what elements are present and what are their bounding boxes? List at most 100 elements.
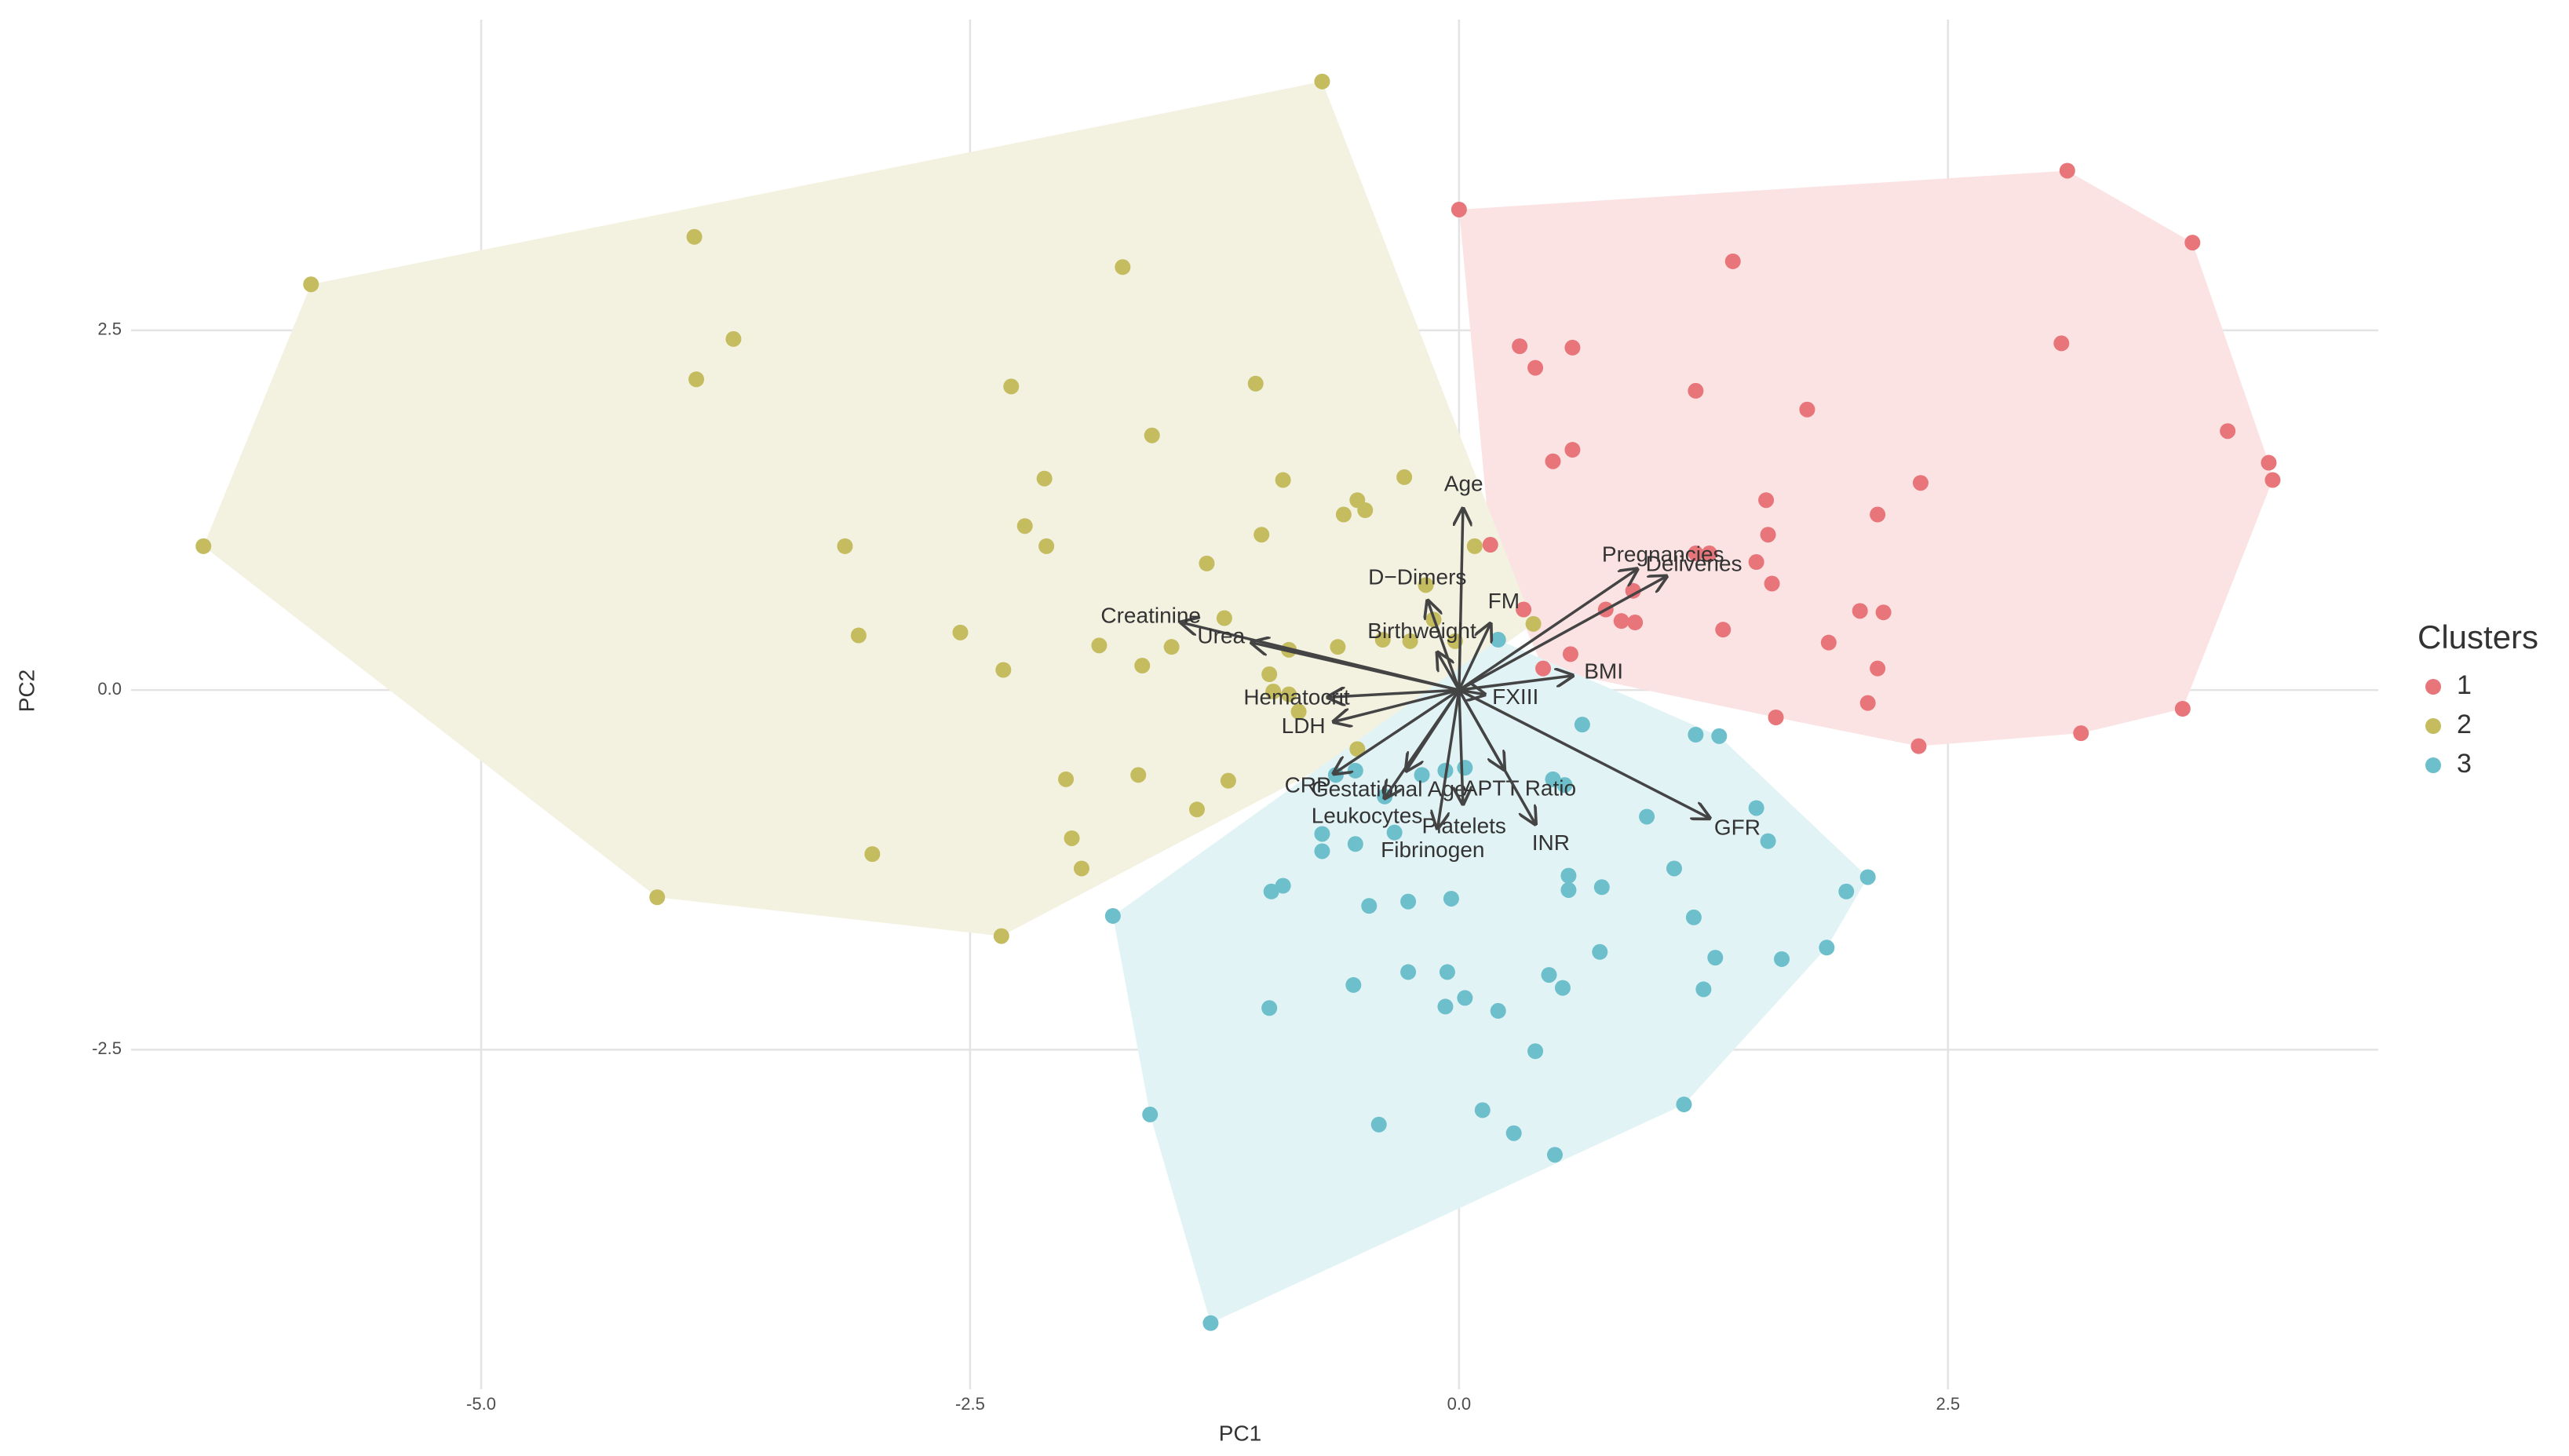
loading-arrow bbox=[1459, 690, 1463, 804]
point bbox=[1819, 940, 1835, 956]
point bbox=[1016, 518, 1033, 535]
point bbox=[1457, 990, 1473, 1006]
point bbox=[1852, 603, 1868, 619]
point bbox=[688, 371, 705, 388]
point bbox=[1870, 660, 1886, 677]
point bbox=[1724, 253, 1741, 269]
loading-label: Age bbox=[1444, 472, 1483, 496]
point bbox=[995, 662, 1012, 678]
point bbox=[1564, 442, 1581, 458]
point bbox=[1666, 860, 1682, 877]
point bbox=[1639, 808, 1655, 825]
point bbox=[1247, 375, 1264, 392]
loading-label: Creatinine bbox=[1100, 603, 1201, 627]
cluster-hull bbox=[203, 81, 1534, 936]
point bbox=[850, 627, 867, 644]
point bbox=[1220, 772, 1236, 789]
legend-label: 1 bbox=[2457, 670, 2472, 700]
point bbox=[1202, 1315, 1219, 1331]
point bbox=[1685, 909, 1702, 925]
point bbox=[1774, 951, 1790, 967]
point bbox=[1676, 1097, 1692, 1113]
point bbox=[1253, 527, 1270, 543]
point bbox=[1064, 830, 1080, 846]
point bbox=[1374, 632, 1391, 648]
point bbox=[1370, 1116, 1387, 1133]
point bbox=[1400, 893, 1417, 910]
point bbox=[1281, 686, 1297, 702]
point bbox=[1527, 1043, 1544, 1060]
point bbox=[1261, 666, 1278, 683]
point bbox=[1820, 634, 1837, 651]
point bbox=[2073, 725, 2089, 742]
point bbox=[1556, 777, 1573, 794]
point bbox=[1330, 639, 1346, 655]
point bbox=[993, 928, 1009, 944]
loading-arrow bbox=[1458, 569, 1637, 692]
point bbox=[1402, 633, 1418, 649]
point bbox=[1439, 964, 1455, 980]
legend-label: 3 bbox=[2457, 749, 2472, 779]
point bbox=[1545, 771, 1561, 787]
loading-arrow bbox=[1437, 689, 1461, 828]
point bbox=[303, 276, 319, 293]
point bbox=[1216, 610, 1232, 626]
point bbox=[1188, 801, 1205, 818]
point bbox=[1764, 575, 1780, 592]
y-tick-label: -2.5 bbox=[92, 1038, 122, 1058]
point bbox=[1701, 546, 1717, 562]
point bbox=[1859, 869, 1876, 885]
point bbox=[1437, 998, 1454, 1015]
point bbox=[1451, 201, 1467, 217]
points bbox=[195, 73, 2281, 1331]
point bbox=[2053, 335, 2070, 352]
point bbox=[1314, 826, 1330, 842]
point bbox=[1490, 632, 1506, 648]
loading-label: Hematocrit bbox=[1243, 684, 1350, 709]
point bbox=[1560, 867, 1577, 884]
loading-label: Deliveries bbox=[1646, 551, 1742, 575]
point bbox=[1688, 546, 1704, 562]
point bbox=[1535, 660, 1552, 677]
legend-marker bbox=[2425, 718, 2441, 734]
point bbox=[1290, 703, 1307, 720]
point bbox=[1711, 728, 1728, 744]
point bbox=[1707, 950, 1724, 966]
legend-label: 2 bbox=[2457, 710, 2472, 739]
point bbox=[1613, 613, 1629, 629]
point bbox=[1104, 907, 1121, 924]
cluster-hull bbox=[1112, 640, 1868, 1323]
loading-arrow bbox=[1334, 688, 1460, 721]
x-tick-label: 2.5 bbox=[1936, 1394, 1961, 1414]
loading-arrow bbox=[1437, 653, 1461, 692]
loading-arrow bbox=[1385, 689, 1461, 797]
point bbox=[1466, 538, 1483, 554]
point bbox=[1058, 771, 1075, 787]
point bbox=[1115, 259, 1131, 276]
point bbox=[1357, 502, 1374, 519]
point bbox=[1345, 976, 1362, 993]
x-tick-label: -2.5 bbox=[955, 1394, 985, 1414]
point bbox=[1038, 538, 1055, 554]
point bbox=[1695, 981, 1712, 998]
point bbox=[1261, 1000, 1278, 1016]
x-tick-label: 0.0 bbox=[1447, 1394, 1472, 1414]
point bbox=[1386, 824, 1403, 841]
point bbox=[1263, 883, 1279, 900]
point bbox=[1554, 980, 1571, 996]
loading-label: Platelets bbox=[1422, 813, 1506, 837]
loading-arrow bbox=[1459, 509, 1463, 691]
point bbox=[1512, 338, 1528, 355]
point bbox=[1003, 378, 1020, 395]
point bbox=[2220, 423, 2236, 440]
point bbox=[1275, 878, 1291, 894]
point bbox=[2261, 454, 2277, 471]
point bbox=[837, 538, 853, 554]
point bbox=[1144, 427, 1160, 443]
y-tick-label: 0.0 bbox=[97, 679, 122, 699]
legend-title: Clusters bbox=[2418, 619, 2538, 655]
loading-label: Fibrinogen bbox=[1381, 837, 1484, 862]
x-tick-label: -5.0 bbox=[466, 1394, 496, 1414]
point bbox=[1265, 684, 1282, 700]
point bbox=[1592, 943, 1608, 960]
